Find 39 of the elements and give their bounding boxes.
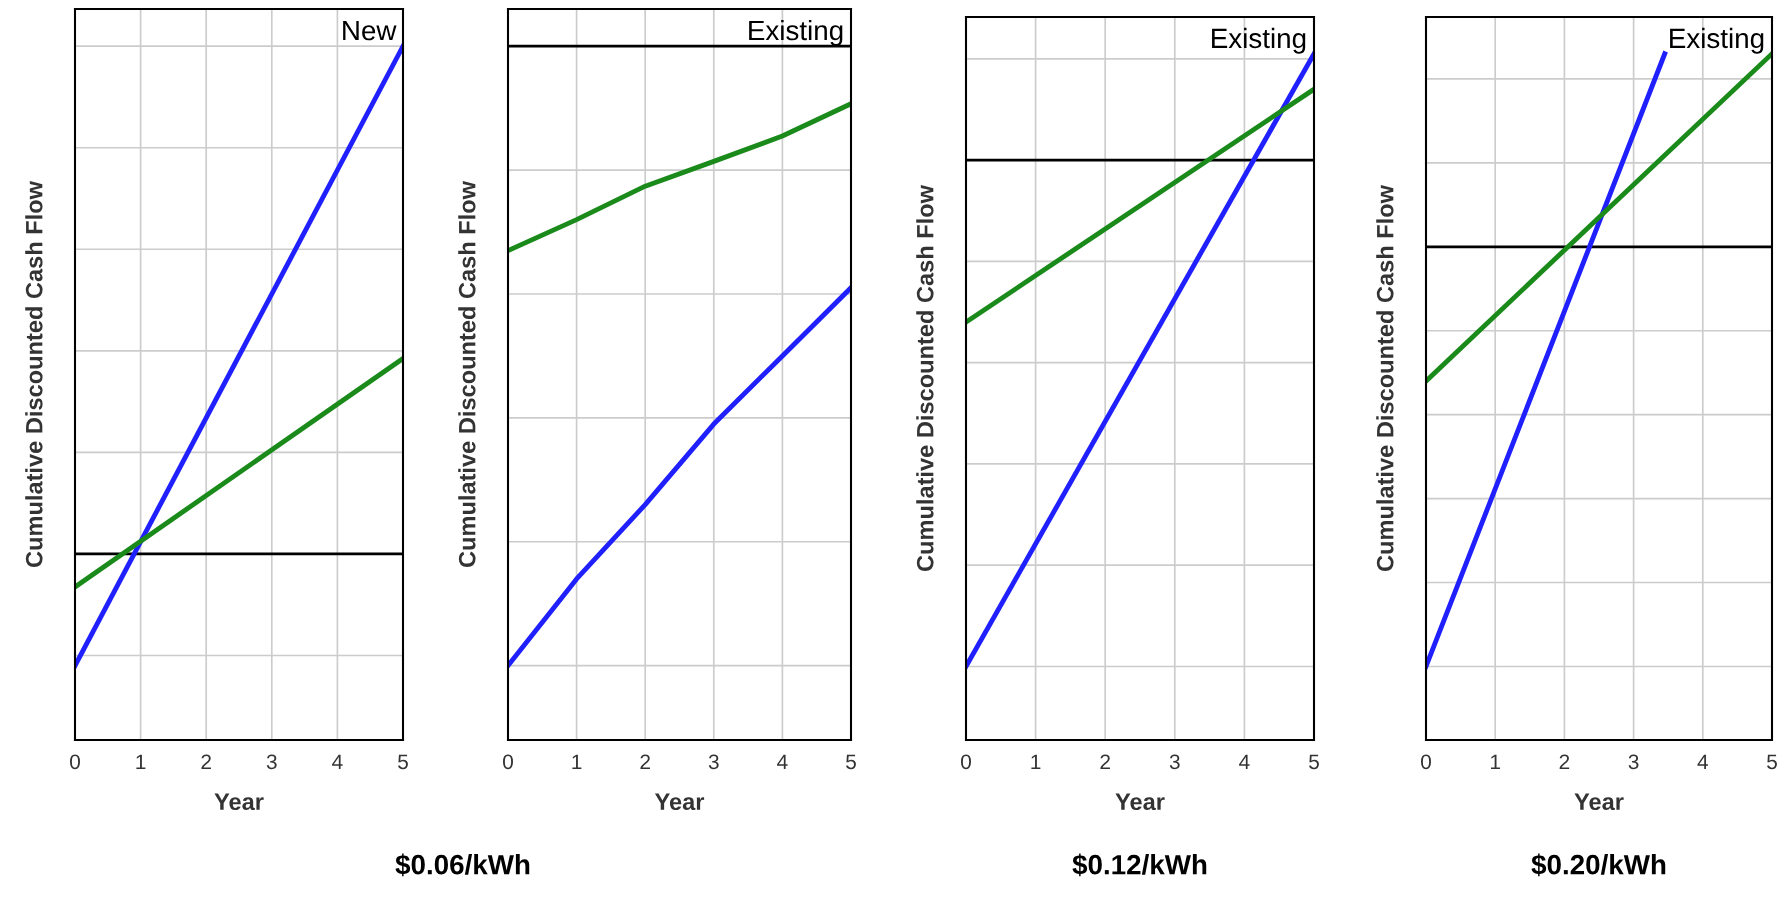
x-axis-title: Year — [1574, 793, 1624, 811]
y-axis-title: Cumulative Discounted Cash Flow — [25, 180, 43, 568]
x-tick-label: 1 — [572, 754, 582, 769]
x-tick-label: 4 — [1239, 754, 1250, 769]
x-tick-label: 0 — [1421, 754, 1431, 770]
chart-title: Existing — [1212, 27, 1306, 54]
x-tick-label: 3 — [1169, 754, 1180, 770]
x-tick-label: 5 — [1309, 754, 1319, 770]
x-tick-label: 3 — [1628, 754, 1639, 770]
x-tick-label: 2 — [201, 754, 211, 769]
x-tick-label: 2 — [640, 754, 650, 769]
text: $0.12/kWh — [1072, 853, 1207, 877]
x-tick-label: 0 — [503, 754, 513, 770]
x-tick-label: 5 — [398, 754, 408, 770]
x-tick-label: 1 — [1031, 754, 1041, 769]
chart-title: New — [343, 20, 397, 41]
x-tick-label: 0 — [961, 754, 971, 770]
x-axis-title: Year — [1115, 793, 1165, 811]
chart-title: Existing — [749, 19, 843, 46]
x-tick-label: 3 — [266, 754, 277, 770]
y-axis-title: Cumulative Discounted Cash Flow — [916, 184, 934, 572]
x-tick-label: 4 — [1697, 754, 1708, 769]
x-axis-title: Year — [654, 793, 705, 811]
x-tick-label: 4 — [332, 754, 343, 769]
text: $0.06/kWh — [395, 853, 530, 877]
x-tick-label: 1 — [136, 754, 146, 769]
x-tick-label: 1 — [1491, 754, 1500, 769]
x-axis-title: Year — [214, 793, 264, 811]
x-tick-label: 2 — [1559, 754, 1570, 769]
y-axis-title: Cumulative Discounted Cash Flow — [1376, 184, 1394, 572]
y-axis-title: Cumulative Discounted Cash Flow — [458, 180, 476, 568]
x-tick-label: 5 — [846, 754, 856, 770]
chart-title: Existing — [1670, 27, 1764, 54]
x-tick-label: 3 — [708, 754, 719, 770]
text: $0.20/kWh — [1531, 853, 1666, 877]
x-tick-label: 5 — [1767, 754, 1777, 770]
x-tick-label: 4 — [777, 754, 788, 769]
x-tick-label: 2 — [1100, 754, 1110, 769]
x-tick-label: 0 — [70, 754, 80, 770]
